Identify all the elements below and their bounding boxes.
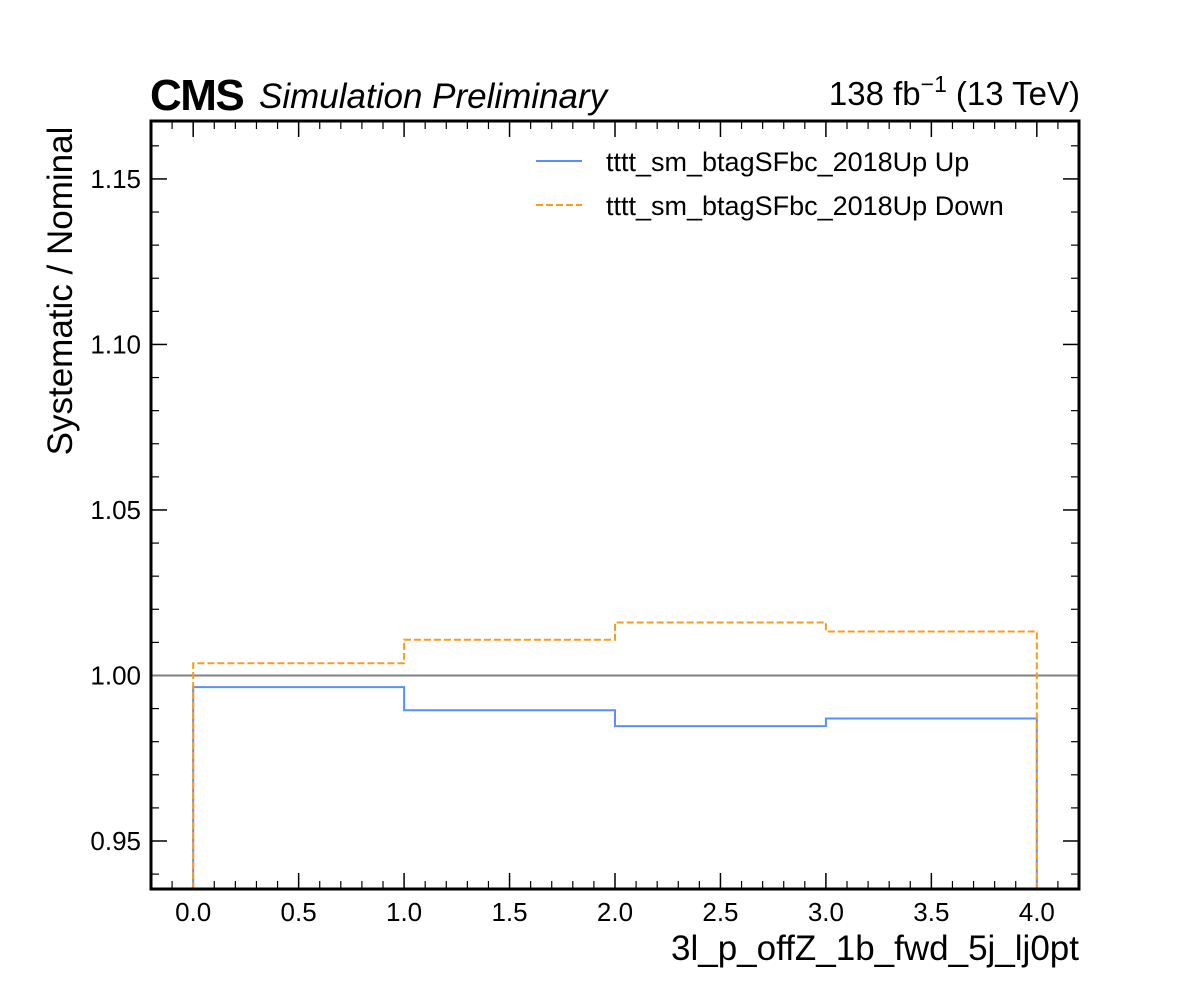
series-line-down bbox=[192, 621, 1038, 889]
y-tick-label: 1.00 bbox=[90, 660, 141, 690]
lumi-exponent: −1 bbox=[921, 71, 947, 97]
y-axis-label: Systematic / Nominal bbox=[41, 127, 80, 456]
experiment-label: CMS bbox=[150, 71, 243, 120]
legend-label-down: tttt_sm_btagSFbc_2018Up Down bbox=[606, 191, 1004, 221]
lumi-label: 138 fb−1 (13 TeV) bbox=[829, 71, 1080, 112]
axis-ticks bbox=[151, 121, 1080, 889]
x-tick-label: 0.5 bbox=[281, 897, 317, 927]
y-tick-label: 1.15 bbox=[90, 164, 141, 194]
plot-area bbox=[151, 621, 1079, 889]
x-axis-label: 3l_p_offZ_1b_fwd_5j_lj0pt bbox=[671, 929, 1079, 968]
x-tick-label: 1.0 bbox=[386, 897, 422, 927]
y-tick-label: 1.05 bbox=[90, 495, 141, 525]
x-tick-label: 2.0 bbox=[597, 897, 633, 927]
plot-frame bbox=[149, 119, 1081, 891]
x-tick-label: 3.5 bbox=[913, 897, 949, 927]
legend-label-up: tttt_sm_btagSFbc_2018Up Up bbox=[606, 147, 969, 177]
tick-labels: 0.0 0.5 1.0 1.5 2.0 2.5 3.0 3.5 4.0 0.95 1.00 1.05 1… bbox=[90, 164, 1055, 927]
x-tick-label: 1.5 bbox=[491, 897, 527, 927]
energy-label: (13 TeV) bbox=[956, 75, 1080, 112]
status-label: Simulation Preliminary bbox=[259, 77, 610, 116]
x-tick-label: 4.0 bbox=[1019, 897, 1055, 927]
legend: tttt_sm_btagSFbc_2018Up Up tttt_sm_btagSF… bbox=[536, 147, 1004, 221]
y-tick-label: 0.95 bbox=[90, 826, 141, 856]
x-tick-label: 3.0 bbox=[808, 897, 844, 927]
x-tick-label: 0.0 bbox=[175, 897, 211, 927]
y-tick-label: 1.10 bbox=[90, 329, 141, 359]
lumi-value: 138 fb bbox=[829, 75, 921, 112]
series-line-up bbox=[192, 686, 1038, 889]
x-tick-label: 2.5 bbox=[702, 897, 738, 927]
